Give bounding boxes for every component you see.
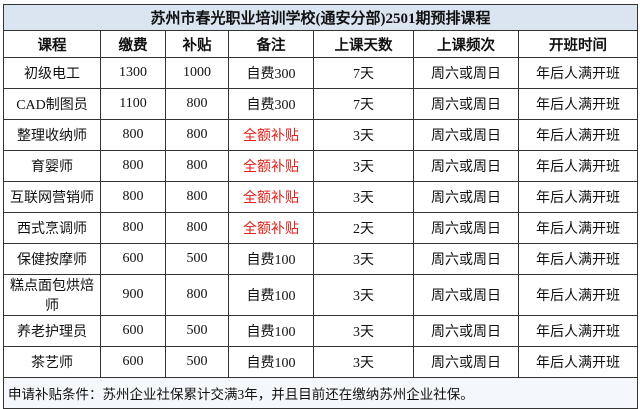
cell: 800 bbox=[165, 150, 229, 182]
cell: 3天 bbox=[313, 315, 414, 347]
cell: 自费100 bbox=[228, 243, 314, 275]
cell: 年后人满开班 bbox=[517, 243, 639, 275]
cell: 周六或周日 bbox=[413, 119, 519, 151]
header-cell: 上课天数 bbox=[313, 30, 414, 58]
cell: 保健按摩师 bbox=[3, 243, 101, 275]
cell: 自费100 bbox=[228, 315, 314, 347]
cell: 年后人满开班 bbox=[517, 212, 639, 244]
cell: 500 bbox=[165, 346, 229, 378]
cell: 900 bbox=[100, 274, 166, 316]
course-row: 保健按摩师 600 500 自费100 3天 周六或周日 年后人满开班 bbox=[3, 243, 639, 275]
cell: 600 bbox=[100, 243, 166, 275]
cell: 3天 bbox=[313, 274, 414, 316]
cell: 3天 bbox=[313, 119, 414, 151]
footnote: 申请补贴条件：苏州企业社保累计交满3年，并且目前还在缴纳苏州企业社保。 bbox=[2, 377, 639, 409]
cell: 7天 bbox=[313, 88, 414, 120]
footnote-row: 申请补贴条件：苏州企业社保累计交满3年，并且目前还在缴纳苏州企业社保。 bbox=[2, 377, 639, 409]
cell: 800 bbox=[165, 181, 229, 213]
cell: 年后人满开班 bbox=[517, 119, 639, 151]
course-row: 西式烹调师 800 800 全额补贴 2天 周六或周日 年后人满开班 bbox=[3, 212, 639, 244]
header-cell: 补贴 bbox=[165, 30, 229, 58]
cell: 500 bbox=[165, 315, 229, 347]
course-row: 茶艺师 600 500 自费100 3天 周六或周日 年后人满开班 bbox=[3, 346, 639, 378]
cell: 年后人满开班 bbox=[517, 274, 639, 316]
cell: 年后人满开班 bbox=[517, 181, 639, 213]
cell: 周六或周日 bbox=[413, 57, 519, 89]
cell: 800 bbox=[165, 119, 229, 151]
cell: 周六或周日 bbox=[413, 88, 519, 120]
cell: 3天 bbox=[313, 346, 414, 378]
cell: 1300 bbox=[100, 57, 166, 89]
cell: 养老护理员 bbox=[3, 315, 101, 347]
cell: 年后人满开班 bbox=[517, 88, 639, 120]
cell: 600 bbox=[100, 346, 166, 378]
cell: 互联网营销师 bbox=[3, 181, 101, 213]
course-row: 整理收纳师 800 800 全额补贴 3天 周六或周日 年后人满开班 bbox=[3, 119, 639, 151]
title-row: 苏州市春光职业培训学校(通安分部)2501期预排课程 bbox=[2, 4, 639, 31]
course-row: 互联网营销师 800 800 全额补贴 3天 周六或周日 年后人满开班 bbox=[3, 181, 639, 213]
cell: 3天 bbox=[313, 150, 414, 182]
course-row: 初级电工 1300 1000 自费300 7天 周六或周日 年后人满开班 bbox=[3, 57, 639, 89]
course-row: 糕点面包烘焙师 900 800 自费100 3天 周六或周日 年后人满开班 bbox=[3, 274, 639, 316]
cell: 500 bbox=[165, 243, 229, 275]
header-cell: 缴费 bbox=[100, 30, 166, 58]
table-title: 苏州市春光职业培训学校(通安分部)2501期预排课程 bbox=[2, 4, 639, 31]
header-row: 课程 缴费 补贴 备注 上课天数 上课频次 开班时间 bbox=[3, 30, 639, 58]
cell: 周六或周日 bbox=[413, 181, 519, 213]
cell: 年后人满开班 bbox=[517, 346, 639, 378]
cell: 年后人满开班 bbox=[517, 150, 639, 182]
cell: 初级电工 bbox=[3, 57, 101, 89]
cell: 茶艺师 bbox=[3, 346, 101, 378]
cell: 整理收纳师 bbox=[3, 119, 101, 151]
cell: 800 bbox=[100, 181, 166, 213]
cell: 周六或周日 bbox=[413, 274, 519, 316]
cell: 3天 bbox=[313, 181, 414, 213]
cell: 全额补贴 bbox=[228, 150, 314, 182]
cell: CAD制图员 bbox=[3, 88, 101, 120]
cell: 1000 bbox=[165, 57, 229, 89]
cell: 自费300 bbox=[228, 88, 314, 120]
cell: 糕点面包烘焙师 bbox=[3, 274, 101, 316]
cell: 周六或周日 bbox=[413, 212, 519, 244]
cell: 西式烹调师 bbox=[3, 212, 101, 244]
cell: 1100 bbox=[100, 88, 166, 120]
cell: 全额补贴 bbox=[228, 181, 314, 213]
cell: 600 bbox=[100, 315, 166, 347]
cell: 3天 bbox=[313, 243, 414, 275]
cell: 800 bbox=[100, 150, 166, 182]
course-row: CAD制图员 1100 800 自费300 7天 周六或周日 年后人满开班 bbox=[3, 88, 639, 120]
cell: 自费300 bbox=[228, 57, 314, 89]
header-cell: 开班时间 bbox=[517, 30, 639, 58]
cell: 800 bbox=[165, 274, 229, 316]
cell: 800 bbox=[100, 212, 166, 244]
cell: 800 bbox=[165, 88, 229, 120]
header-cell: 备注 bbox=[228, 30, 314, 58]
course-row: 育婴师 800 800 全额补贴 3天 周六或周日 年后人满开班 bbox=[3, 150, 639, 182]
cell: 周六或周日 bbox=[413, 346, 519, 378]
cell: 2天 bbox=[313, 212, 414, 244]
cell: 全额补贴 bbox=[228, 212, 314, 244]
course-table-wrap: 苏州市春光职业培训学校(通安分部)2501期预排课程 课程 缴费 补贴 备注 上课天数上… bbox=[2, 4, 639, 409]
cell: 周六或周日 bbox=[413, 315, 519, 347]
cell: 全额补贴 bbox=[228, 119, 314, 151]
cell: 800 bbox=[165, 212, 229, 244]
header-cell: 课程 bbox=[3, 30, 101, 58]
cell: 7天 bbox=[313, 57, 414, 89]
cell: 年后人满开班 bbox=[517, 57, 639, 89]
cell: 周六或周日 bbox=[413, 150, 519, 182]
cell: 自费100 bbox=[228, 346, 314, 378]
cell: 自费100 bbox=[228, 274, 314, 316]
cell: 周六或周日 bbox=[413, 243, 519, 275]
header-cell: 上课频次 bbox=[413, 30, 519, 58]
cell: 育婴师 bbox=[3, 150, 101, 182]
course-table: 苏州市春光职业培训学校(通安分部)2501期预排课程 课程 缴费 补贴 备注 上课天数上… bbox=[2, 4, 639, 409]
cell: 800 bbox=[100, 119, 166, 151]
course-row: 养老护理员 600 500 自费100 3天 周六或周日 年后人满开班 bbox=[3, 315, 639, 347]
cell: 年后人满开班 bbox=[517, 315, 639, 347]
